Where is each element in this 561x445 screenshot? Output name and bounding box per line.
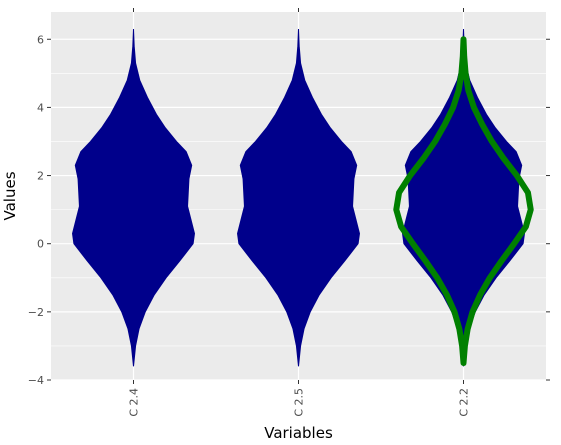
x-axis-title: Variables: [264, 424, 333, 442]
violins: [72, 29, 534, 367]
violin-C-2-5: [237, 29, 360, 367]
y-tick-label: −4: [28, 374, 44, 387]
x-tick-label: C 2.5: [293, 388, 306, 417]
y-axis-title: Values: [1, 171, 19, 220]
y-tick-label: 0: [37, 238, 44, 251]
y-tick-label: 4: [37, 101, 44, 114]
violin-outline-C-2-2: [393, 36, 534, 366]
y-tick-label: 6: [37, 33, 44, 46]
y-tick-label: 2: [37, 170, 44, 183]
x-tick-label: C 2.2: [458, 388, 471, 417]
y-tick-label: −2: [28, 306, 44, 319]
violin-C-2-2: [402, 29, 525, 367]
violin-C-2-4: [72, 29, 195, 367]
y-axis: −4 −2 0 2 4 6: [28, 33, 550, 387]
x-tick-label: C 2.4: [128, 388, 141, 417]
x-axis: C 2.4 C 2.5 C 2.2: [128, 8, 471, 417]
